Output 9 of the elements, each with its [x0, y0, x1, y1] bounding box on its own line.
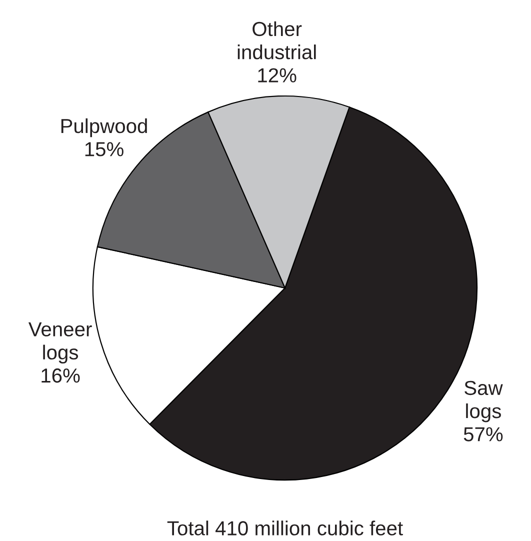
data-label: 16% [42, 368, 80, 383]
text: Total 410 million cubic feet [167, 520, 403, 536]
slice-label: Pulpwood [61, 118, 147, 138]
data-label: 12% [258, 68, 296, 82]
slice-label: Veneer logs [28, 322, 92, 364]
slice-label: Other industrial [238, 21, 316, 60]
slice-label: Saw logs [464, 380, 503, 422]
data-label: 57% [464, 427, 503, 442]
data-label: 15% [85, 142, 124, 156]
